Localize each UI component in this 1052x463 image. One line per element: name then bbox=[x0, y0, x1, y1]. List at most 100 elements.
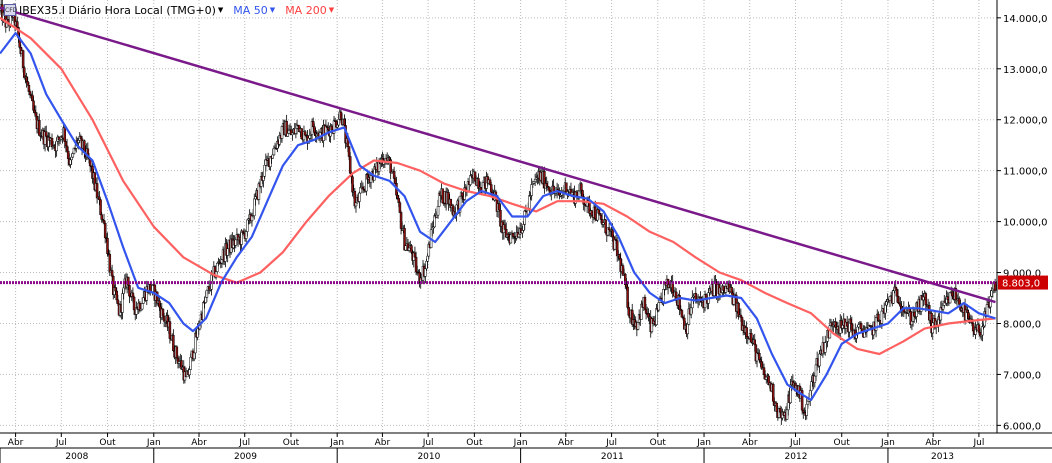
x-month-label: Jul bbox=[789, 438, 801, 448]
price-candle-body bbox=[311, 121, 315, 127]
price-candle-body bbox=[785, 409, 789, 420]
price-candle-body bbox=[300, 128, 303, 139]
price-candle-body bbox=[426, 255, 429, 262]
price-candle-body bbox=[958, 298, 961, 305]
price-candle-body bbox=[894, 286, 897, 290]
price-candle-body bbox=[473, 171, 477, 182]
price-candle-body bbox=[98, 196, 101, 201]
price-candle-body bbox=[509, 234, 513, 244]
instrument-selector[interactable]: IBEX35.I Diário Hora Local (TMG+0) ▼ bbox=[19, 4, 223, 17]
price-candle-body bbox=[71, 153, 75, 158]
price-candle-body bbox=[246, 219, 249, 232]
price-candle-body bbox=[79, 136, 83, 140]
price-candle-body bbox=[192, 352, 196, 360]
price-candle-body bbox=[765, 376, 768, 380]
price-candle-body bbox=[234, 239, 238, 246]
price-candle-body bbox=[627, 307, 631, 316]
price-candle-body bbox=[778, 408, 782, 413]
price-candle-body bbox=[806, 400, 810, 405]
x-month-label: Abr bbox=[375, 438, 391, 448]
x-month-label: Jul bbox=[238, 438, 250, 448]
y-tick-label: 11.000,0 bbox=[1003, 167, 1048, 178]
price-candle-body bbox=[615, 240, 619, 257]
x-year-label: 2008 bbox=[65, 452, 88, 462]
price-candle-body bbox=[330, 125, 333, 131]
price-candle-body bbox=[895, 288, 899, 297]
price-candle-body bbox=[813, 375, 817, 383]
price-candle-body bbox=[168, 321, 172, 339]
ma200-dropdown-icon: ▼ bbox=[328, 6, 335, 14]
price-candle-body bbox=[547, 186, 551, 191]
ma50-legend[interactable]: MA 50 ▼ bbox=[233, 4, 275, 17]
price-candle-body bbox=[532, 181, 536, 184]
price-candle-body bbox=[814, 364, 818, 377]
price-candle-body bbox=[343, 118, 346, 126]
price-candle-body bbox=[55, 140, 58, 152]
x-month-label: Jan bbox=[696, 438, 711, 448]
price-candle-body bbox=[226, 248, 229, 256]
price-candle-body bbox=[730, 287, 733, 294]
price-candle-body bbox=[63, 127, 66, 142]
price-candle-body bbox=[116, 299, 120, 305]
price-candle-body bbox=[23, 67, 26, 78]
price-candle-body bbox=[607, 227, 611, 231]
price-candle-body bbox=[850, 323, 854, 331]
price-candle-body bbox=[425, 260, 428, 270]
x-month-label: Jul bbox=[605, 438, 617, 448]
x-year-label: 2012 bbox=[785, 452, 808, 462]
price-candle-body bbox=[857, 324, 861, 328]
price-candle-body bbox=[392, 171, 396, 179]
price-candle-body bbox=[294, 127, 298, 134]
price-candle-body bbox=[65, 145, 69, 152]
price-candle-body bbox=[990, 290, 993, 297]
price-candle-body bbox=[271, 154, 275, 159]
price-candle-body bbox=[611, 229, 614, 238]
price-candle-body bbox=[981, 326, 984, 336]
price-candle-body bbox=[745, 327, 748, 337]
level-price-marker bbox=[998, 275, 1048, 290]
x-month-label: Jan bbox=[329, 438, 344, 448]
price-candle-body bbox=[337, 119, 340, 126]
price-candle-body bbox=[967, 312, 970, 319]
price-candle-body bbox=[948, 292, 952, 304]
x-month-label: Abr bbox=[558, 438, 574, 448]
price-candle-body bbox=[34, 112, 38, 117]
price-candle-body bbox=[114, 287, 117, 292]
y-tick-label: 10.000,0 bbox=[1003, 218, 1048, 229]
level-price-label: 8.803,0 bbox=[1002, 279, 1040, 290]
price-candle-body bbox=[877, 313, 880, 321]
price-candle-body bbox=[25, 76, 28, 82]
price-candle-body bbox=[348, 156, 352, 174]
price-candle-body bbox=[162, 315, 166, 322]
y-tick-label: 7.000,0 bbox=[1003, 370, 1041, 381]
price-candle-body bbox=[172, 334, 175, 352]
price-candle-body bbox=[369, 175, 373, 183]
ma200-legend[interactable]: MA 200 ▼ bbox=[285, 4, 334, 17]
price-candle-body bbox=[424, 268, 427, 277]
price-candle-body bbox=[859, 323, 863, 330]
price-candle-body bbox=[590, 210, 594, 216]
price-candle-body bbox=[202, 301, 205, 320]
price-candle-body bbox=[108, 254, 112, 273]
price-candle-body bbox=[655, 308, 658, 326]
price-candle-body bbox=[818, 353, 821, 367]
x-month-label: Out bbox=[99, 438, 116, 448]
price-candle-body bbox=[511, 233, 515, 237]
price-candle-body bbox=[521, 230, 524, 234]
price-candle-body bbox=[924, 293, 928, 306]
price-candle-body bbox=[216, 262, 219, 272]
price-candle-body bbox=[220, 259, 224, 264]
price-candle-body bbox=[759, 359, 762, 362]
price-candle-body bbox=[207, 286, 211, 290]
price-candle-body bbox=[388, 157, 391, 160]
price-candle-body bbox=[66, 150, 70, 159]
price-candle-body bbox=[461, 192, 464, 197]
price-candle-body bbox=[993, 282, 997, 291]
price-candle-body bbox=[339, 111, 343, 120]
price-candle-body bbox=[771, 383, 775, 402]
price-candle-body bbox=[498, 203, 501, 211]
x-month-label: Jul bbox=[972, 438, 984, 448]
price-candle-body bbox=[762, 367, 766, 375]
price-candle-body bbox=[841, 325, 844, 329]
